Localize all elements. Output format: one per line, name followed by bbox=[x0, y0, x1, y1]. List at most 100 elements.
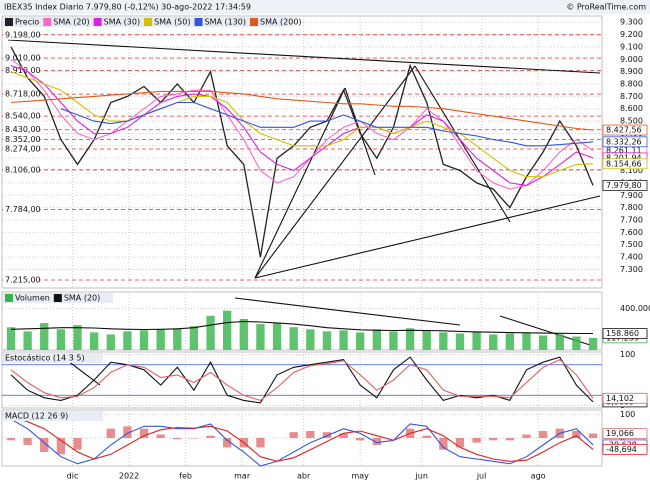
trendline bbox=[414, 65, 511, 223]
bar bbox=[505, 438, 515, 441]
legend-label: SMA (130) bbox=[205, 18, 247, 27]
bar bbox=[588, 337, 598, 350]
legend-title: Estocástico (14 3 5) bbox=[5, 354, 85, 363]
y-tick-label: 9.100 bbox=[620, 42, 643, 51]
bar bbox=[522, 434, 531, 438]
level-label-bg bbox=[3, 89, 39, 100]
bar bbox=[256, 438, 265, 448]
bar bbox=[40, 323, 49, 350]
bar bbox=[422, 435, 431, 438]
bar bbox=[455, 438, 465, 448]
legend-swatch bbox=[5, 294, 13, 302]
bar bbox=[6, 327, 16, 350]
last-value-bg bbox=[602, 124, 648, 136]
bar bbox=[139, 330, 149, 350]
legend-swatch bbox=[144, 18, 153, 26]
y-tick-label: 7.900 bbox=[620, 191, 643, 200]
bar bbox=[522, 332, 531, 350]
bar bbox=[572, 336, 581, 350]
level-label-bg bbox=[3, 111, 39, 122]
brand: © ProRealTime.com bbox=[566, 3, 646, 12]
header-bar bbox=[0, 0, 650, 14]
y-tick-label: 8.100 bbox=[620, 166, 643, 175]
x-tick-label: ago bbox=[531, 472, 546, 481]
level-label-bg bbox=[3, 29, 39, 40]
bar bbox=[189, 326, 199, 350]
bar bbox=[223, 438, 232, 448]
bar bbox=[106, 428, 115, 438]
y-tick-label: 7.600 bbox=[620, 228, 643, 237]
bar bbox=[356, 438, 365, 441]
bar bbox=[322, 432, 332, 438]
y-tick-label: 8.600 bbox=[620, 104, 643, 113]
bar bbox=[472, 438, 481, 443]
legend-label: SMA (50) bbox=[154, 18, 190, 27]
bar bbox=[306, 431, 315, 438]
trendlines bbox=[7, 39, 601, 386]
legend-label: Precio bbox=[15, 18, 39, 27]
bar bbox=[156, 434, 165, 438]
level-label: 8.352,00 bbox=[5, 135, 41, 144]
bar bbox=[6, 438, 16, 441]
bar bbox=[389, 331, 398, 350]
last-value-label: 8.154,66 bbox=[606, 159, 642, 168]
legend-swatch bbox=[194, 18, 203, 26]
bar bbox=[339, 433, 348, 438]
level-label: 7.215,00 bbox=[5, 275, 41, 284]
bar bbox=[89, 332, 99, 350]
last-value-bg bbox=[602, 158, 648, 170]
bar bbox=[505, 333, 515, 350]
bar bbox=[123, 426, 132, 438]
level-label: 8.430,00 bbox=[5, 125, 41, 134]
bar bbox=[56, 438, 66, 455]
y-tick-label: 8.500 bbox=[620, 117, 643, 126]
series-line bbox=[10, 90, 594, 131]
y-tick-label: 8.800 bbox=[620, 80, 643, 89]
x-tick-label: dic bbox=[67, 472, 79, 481]
y-tick-label: 8.700 bbox=[620, 92, 643, 101]
last-value-label: -48,694 bbox=[606, 445, 637, 454]
x-tick-label: mar bbox=[234, 472, 251, 481]
level-label: 8.540,00 bbox=[5, 112, 41, 121]
level-label: 8.106,00 bbox=[5, 165, 41, 174]
bar bbox=[206, 315, 215, 350]
last-value-bg bbox=[602, 136, 648, 148]
series-line bbox=[10, 46, 594, 258]
bar bbox=[306, 329, 315, 350]
bar bbox=[56, 329, 66, 350]
bar bbox=[73, 325, 82, 350]
series-line bbox=[10, 71, 594, 178]
legend-swatch bbox=[53, 294, 62, 302]
y-tick-label: 7.300 bbox=[620, 265, 643, 274]
last-value-label: 158.860 bbox=[606, 329, 639, 338]
bar bbox=[588, 433, 598, 438]
legend-label: SMA (200) bbox=[260, 18, 302, 27]
y-tick-label: 9.000 bbox=[620, 55, 643, 64]
y-tick-label: 9.300 bbox=[620, 18, 643, 27]
legend-label: SMA (30) bbox=[104, 18, 140, 27]
bar bbox=[206, 435, 215, 438]
last-value-label: 8.332,26 bbox=[606, 137, 642, 146]
legend-bg bbox=[3, 411, 103, 421]
bar bbox=[372, 329, 381, 350]
bar bbox=[455, 333, 465, 350]
legend-swatch bbox=[43, 18, 52, 26]
bar bbox=[489, 334, 498, 350]
series-line bbox=[10, 418, 594, 467]
bar bbox=[439, 438, 448, 450]
last-value-label: 8.201,94 bbox=[606, 153, 642, 162]
legend-bg bbox=[3, 353, 103, 363]
bar bbox=[272, 323, 282, 350]
bar bbox=[489, 438, 498, 441]
trendline bbox=[254, 195, 601, 279]
last-value-label: 14,102 bbox=[606, 394, 634, 403]
bar bbox=[405, 328, 415, 350]
bar bbox=[289, 432, 298, 438]
series-line bbox=[10, 358, 594, 402]
legend-label: SMA (20) bbox=[64, 294, 100, 303]
level-label-bg bbox=[3, 164, 39, 175]
bar bbox=[538, 431, 548, 438]
last-value-label: 8.261,11 bbox=[606, 146, 642, 155]
x-tick-label: may bbox=[351, 472, 369, 481]
